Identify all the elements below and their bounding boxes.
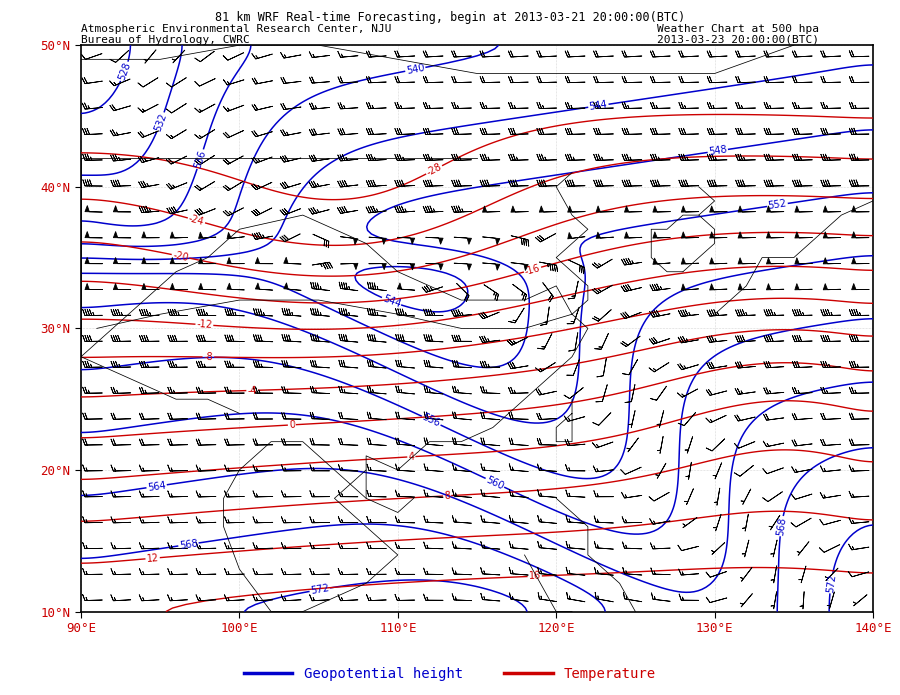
Text: 0: 0	[289, 420, 295, 430]
Text: -16: -16	[524, 263, 542, 277]
Text: Atmospheric Environmental Research Center, NJU: Atmospheric Environmental Research Cente…	[81, 24, 392, 33]
Text: Weather Chart at 500 hpa: Weather Chart at 500 hpa	[657, 24, 819, 33]
Text: 528: 528	[117, 61, 132, 82]
Text: Bureau of Hydrology, CWRC: Bureau of Hydrology, CWRC	[81, 35, 250, 44]
Text: -4: -4	[248, 385, 257, 395]
Text: 544: 544	[589, 99, 608, 112]
Text: 16: 16	[528, 571, 541, 582]
Text: -20: -20	[172, 250, 189, 263]
Text: -8: -8	[203, 352, 213, 362]
Text: 572: 572	[310, 583, 330, 596]
Text: 560: 560	[484, 474, 506, 491]
Text: 568: 568	[178, 538, 198, 550]
Text: 552: 552	[768, 199, 788, 211]
Text: 556: 556	[420, 412, 442, 429]
Text: 12: 12	[146, 553, 159, 564]
Text: 540: 540	[405, 63, 426, 76]
Legend: Geopotential height, Temperature: Geopotential height, Temperature	[238, 662, 662, 687]
Text: -12: -12	[196, 319, 212, 330]
Text: 568: 568	[775, 516, 788, 536]
Text: 572: 572	[824, 573, 837, 593]
Text: 2013-03-23 20:00:00(BTC): 2013-03-23 20:00:00(BTC)	[657, 35, 819, 44]
Text: 536: 536	[193, 149, 208, 170]
Text: 81 km WRF Real-time Forecasting, begin at 2013-03-21 20:00:00(BTC): 81 km WRF Real-time Forecasting, begin a…	[215, 11, 685, 24]
Text: 544: 544	[381, 293, 402, 309]
Text: 532: 532	[153, 112, 168, 133]
Text: -24: -24	[187, 213, 205, 227]
Text: -28: -28	[425, 162, 444, 178]
Text: 548: 548	[708, 145, 728, 157]
Text: 564: 564	[147, 480, 166, 493]
Text: 4: 4	[408, 452, 415, 462]
Text: 8: 8	[444, 491, 451, 501]
